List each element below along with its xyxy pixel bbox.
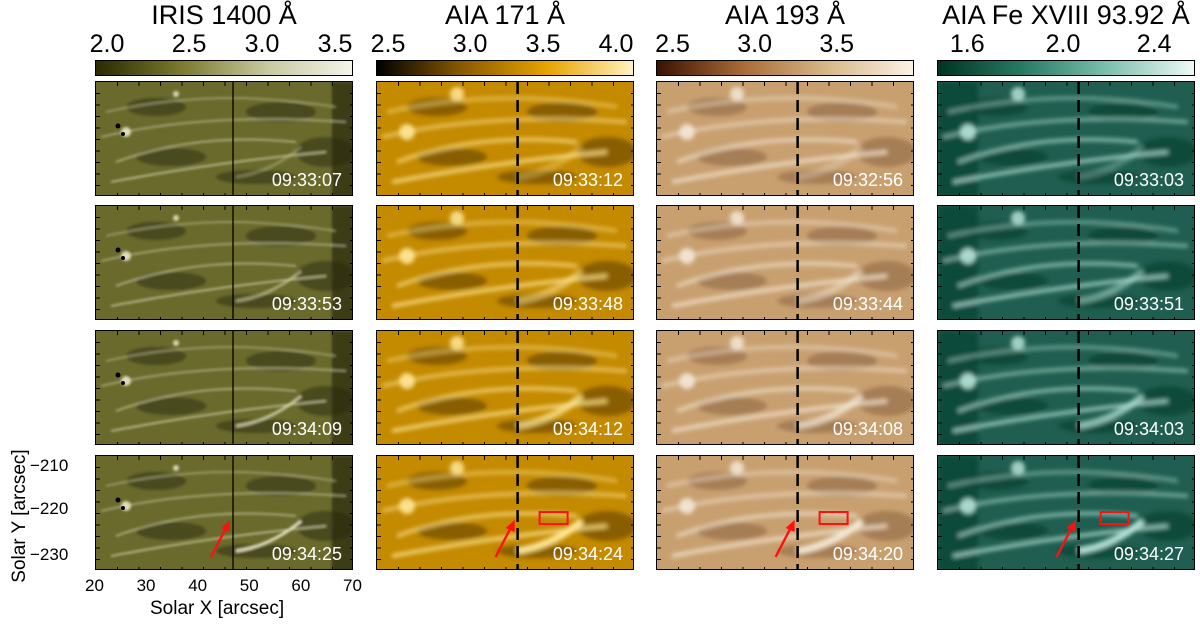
- colorbar-tick-label: 3.5: [819, 30, 855, 58]
- image-panel: 09:34:08: [656, 330, 914, 445]
- image-panel: 09:34:12: [376, 330, 634, 445]
- timestamp-label: 09:33:03: [1113, 170, 1184, 190]
- timestamp-label: 09:32:56: [832, 170, 903, 190]
- x-tick-label: 70: [343, 576, 362, 595]
- solar-image: [96, 331, 352, 444]
- solar-image: [377, 206, 633, 319]
- colorbar-tick-label: 3.5: [525, 30, 561, 58]
- solar-image: [96, 456, 352, 569]
- image-panel: 09:33:07: [95, 81, 353, 196]
- column-title: AIA Fe XVIII 93.92 Å: [942, 0, 1190, 30]
- colorbar-tick-label: 3.0: [737, 30, 773, 58]
- colorbar-tick-label: 2.5: [655, 30, 690, 58]
- image-panel: 09:33:48: [376, 205, 634, 320]
- image-panel: 09:32:56: [656, 81, 914, 196]
- timestamp-label: 09:34:24: [552, 544, 623, 564]
- solar-image: [657, 456, 913, 569]
- colorbar-tick-label: 2.0: [1045, 30, 1081, 58]
- colorbar-tick-label: 4.0: [598, 30, 634, 58]
- timestamp-label: 09:34:03: [1113, 419, 1184, 439]
- colorbar-tick-label: 3.0: [244, 30, 280, 58]
- colorbar-tick-label: 1.6: [949, 30, 985, 58]
- image-panel: 09:34:03: [937, 330, 1195, 445]
- image-panel: 09:34:09: [95, 330, 353, 445]
- colorbar: [95, 60, 353, 76]
- image-panel: 09:34:27: [937, 455, 1195, 570]
- colorbar: [937, 60, 1195, 76]
- image-panel: 09:33:12: [376, 81, 634, 196]
- colorbar: [376, 60, 634, 76]
- timestamp-label: 09:33:48: [552, 294, 623, 314]
- solar-image: [657, 331, 913, 444]
- solar-image: [377, 82, 633, 195]
- solar-image: [938, 206, 1194, 319]
- timestamp-label: 09:34:25: [271, 544, 342, 564]
- y-axis-label: Solar Y [arcsec]: [9, 449, 30, 583]
- solar-image: [938, 456, 1194, 569]
- image-panel: 09:33:51: [937, 205, 1195, 320]
- timestamp-label: 09:33:51: [1113, 294, 1184, 314]
- image-panel: 09:33:53: [95, 205, 353, 320]
- timestamp-label: 09:33:12: [552, 170, 623, 190]
- solar-image: [96, 82, 352, 195]
- solar-image: [938, 82, 1194, 195]
- image-panel: 09:33:44: [656, 205, 914, 320]
- image-panel: 09:34:24: [376, 455, 634, 570]
- solar-image: [938, 331, 1194, 444]
- y-tick-label: −220: [30, 499, 69, 518]
- x-tick-label: 40: [188, 576, 208, 595]
- colorbar: [656, 60, 914, 76]
- x-tick-label: 50: [239, 576, 259, 595]
- colorbar-tick-label: 2.0: [89, 30, 125, 58]
- colorbar-tick-label: 2.5: [370, 30, 406, 58]
- timestamp-label: 09:34:09: [271, 419, 342, 439]
- solar-image: [657, 206, 913, 319]
- y-tick-label: −230: [30, 545, 69, 564]
- x-axis-label: Solar X [arcsec]: [150, 598, 285, 619]
- timestamp-label: 09:34:08: [832, 419, 903, 439]
- x-tick-label: 30: [136, 576, 156, 595]
- timestamp-label: 09:33:53: [271, 294, 342, 314]
- timestamp-label: 09:33:07: [271, 170, 342, 190]
- colorbar-tick-label: 3.0: [452, 30, 488, 58]
- column-title: AIA 171 Å: [444, 0, 566, 30]
- x-tick-label: 60: [291, 576, 311, 595]
- x-tick-label: 20: [85, 576, 104, 595]
- image-panel: 09:34:20: [656, 455, 914, 570]
- colorbar-tick-label: 2.5: [171, 30, 207, 58]
- column-title: IRIS 1400 Å: [151, 0, 297, 30]
- solar-image: [657, 82, 913, 195]
- y-tick-label: −210: [30, 456, 69, 475]
- image-panel: 09:33:03: [937, 81, 1195, 196]
- solar-image: [377, 331, 633, 444]
- image-panel: 09:34:25: [95, 455, 353, 570]
- solar-image: [96, 206, 352, 319]
- timestamp-label: 09:33:44: [832, 294, 903, 314]
- timestamp-label: 09:34:27: [1113, 544, 1184, 564]
- solar-image: [377, 456, 633, 569]
- colorbar-tick-label: 3.5: [317, 30, 353, 58]
- column-title: AIA 193 Å: [724, 0, 846, 30]
- colorbar-tick-label: 2.4: [1136, 30, 1172, 58]
- timestamp-label: 09:34:20: [832, 544, 903, 564]
- timestamp-label: 09:34:12: [552, 419, 623, 439]
